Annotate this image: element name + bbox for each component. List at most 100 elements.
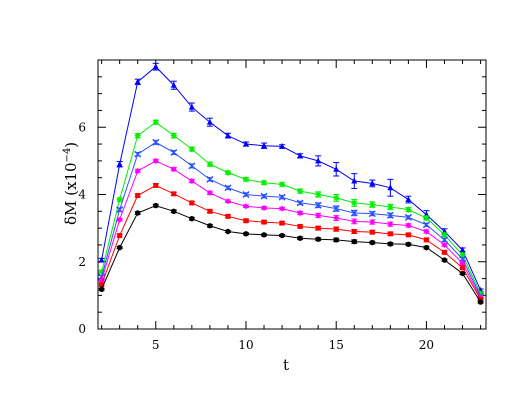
- cross-marker-b: [134, 150, 142, 158]
- cross-marker-b: [224, 184, 232, 192]
- square-marker: [441, 249, 447, 255]
- star-marker-d2: [189, 146, 195, 152]
- data-point: [315, 212, 322, 219]
- triangle-marker: [261, 142, 268, 149]
- data-point: [387, 203, 394, 211]
- data-point: [404, 213, 412, 221]
- data-point: [116, 233, 123, 239]
- data-point: [315, 191, 322, 198]
- data-point: [242, 203, 249, 210]
- data-point: [405, 195, 412, 204]
- data-point: [279, 205, 286, 212]
- data-point: [206, 175, 214, 183]
- data-point: [351, 218, 358, 225]
- data-point: [206, 223, 213, 229]
- diamond-marker: [224, 198, 231, 205]
- data-point: [405, 222, 412, 229]
- circle-marker: [189, 216, 195, 222]
- star-marker-d2: [171, 132, 177, 139]
- data-point: [261, 219, 268, 225]
- data-point: [297, 209, 304, 216]
- data-point: [242, 140, 249, 147]
- data-point: [242, 176, 249, 183]
- data-point: [170, 132, 177, 139]
- cross-marker-b: [260, 192, 268, 200]
- circle-marker: [477, 299, 484, 305]
- star-marker-d2: [225, 169, 231, 176]
- y-axis-title-main: δM (x10: [62, 162, 80, 225]
- data-point: [134, 78, 141, 86]
- data-point: [333, 226, 340, 232]
- data-point: [459, 246, 466, 253]
- cross-marker-b: [296, 199, 304, 207]
- data-point: [98, 256, 105, 263]
- data-point: [170, 166, 177, 173]
- data-point: [333, 215, 340, 222]
- star-marker-d2: [279, 181, 285, 188]
- triangle-marker: [206, 118, 213, 125]
- data-point: [350, 209, 358, 217]
- series-star: [98, 119, 484, 297]
- data-point: [314, 201, 322, 209]
- data-point: [152, 62, 159, 71]
- data-point: [134, 150, 142, 158]
- data-point: [369, 179, 376, 188]
- data-point: [134, 210, 141, 216]
- y-axis-title: δM (x10−4): [62, 142, 80, 225]
- data-point: [387, 241, 394, 247]
- square-marker: [405, 232, 411, 238]
- cross-marker-b: [350, 209, 358, 217]
- circle-marker: [279, 232, 285, 239]
- circle-marker: [441, 257, 448, 263]
- cross-marker-b: [278, 193, 286, 201]
- data-point: [188, 162, 196, 170]
- data-point: [441, 257, 448, 263]
- data-point: [423, 244, 430, 251]
- diamond-marker: [206, 189, 213, 196]
- diamond-marker: [297, 209, 304, 216]
- cross-marker-b: [242, 191, 250, 198]
- square-marker: [351, 228, 357, 234]
- circle-marker: [153, 202, 159, 209]
- square-marker: [315, 225, 321, 231]
- series-circle: [98, 202, 484, 305]
- circle-marker: [135, 210, 141, 216]
- data-point: [459, 260, 466, 267]
- data-point: [279, 181, 286, 188]
- data-point: [333, 194, 340, 202]
- series-triangle: [98, 62, 484, 293]
- data-point: [332, 205, 340, 213]
- square-marker: [423, 237, 429, 243]
- data-point: [279, 142, 286, 149]
- square-marker: [297, 223, 303, 229]
- data-point: [459, 252, 466, 259]
- data-point: [369, 219, 376, 226]
- data-point: [386, 211, 394, 219]
- star-marker-d2: [153, 119, 159, 125]
- triangle-marker: [224, 132, 231, 139]
- data-point: [98, 286, 105, 293]
- data-point: [152, 182, 159, 188]
- square-marker: [153, 182, 159, 188]
- triangle-marker: [152, 63, 159, 70]
- data-point: [188, 178, 195, 185]
- data-point: [152, 202, 159, 209]
- data-point: [188, 146, 195, 153]
- data-point: [116, 216, 123, 223]
- circle-marker: [387, 241, 394, 247]
- data-point: [206, 117, 213, 127]
- circle-marker: [315, 236, 321, 242]
- circle-marker: [98, 286, 105, 293]
- triangle-marker: [297, 152, 304, 159]
- data-point: [188, 102, 195, 112]
- data-point: [261, 142, 268, 149]
- data-point: [315, 236, 322, 242]
- triangle-marker: [459, 246, 466, 253]
- star-marker-d2: [441, 232, 448, 238]
- data-point: [170, 149, 178, 156]
- star-marker-d2: [423, 215, 430, 221]
- triangle-marker: [315, 157, 322, 164]
- square-marker: [135, 193, 141, 199]
- diamond-marker: [134, 167, 141, 174]
